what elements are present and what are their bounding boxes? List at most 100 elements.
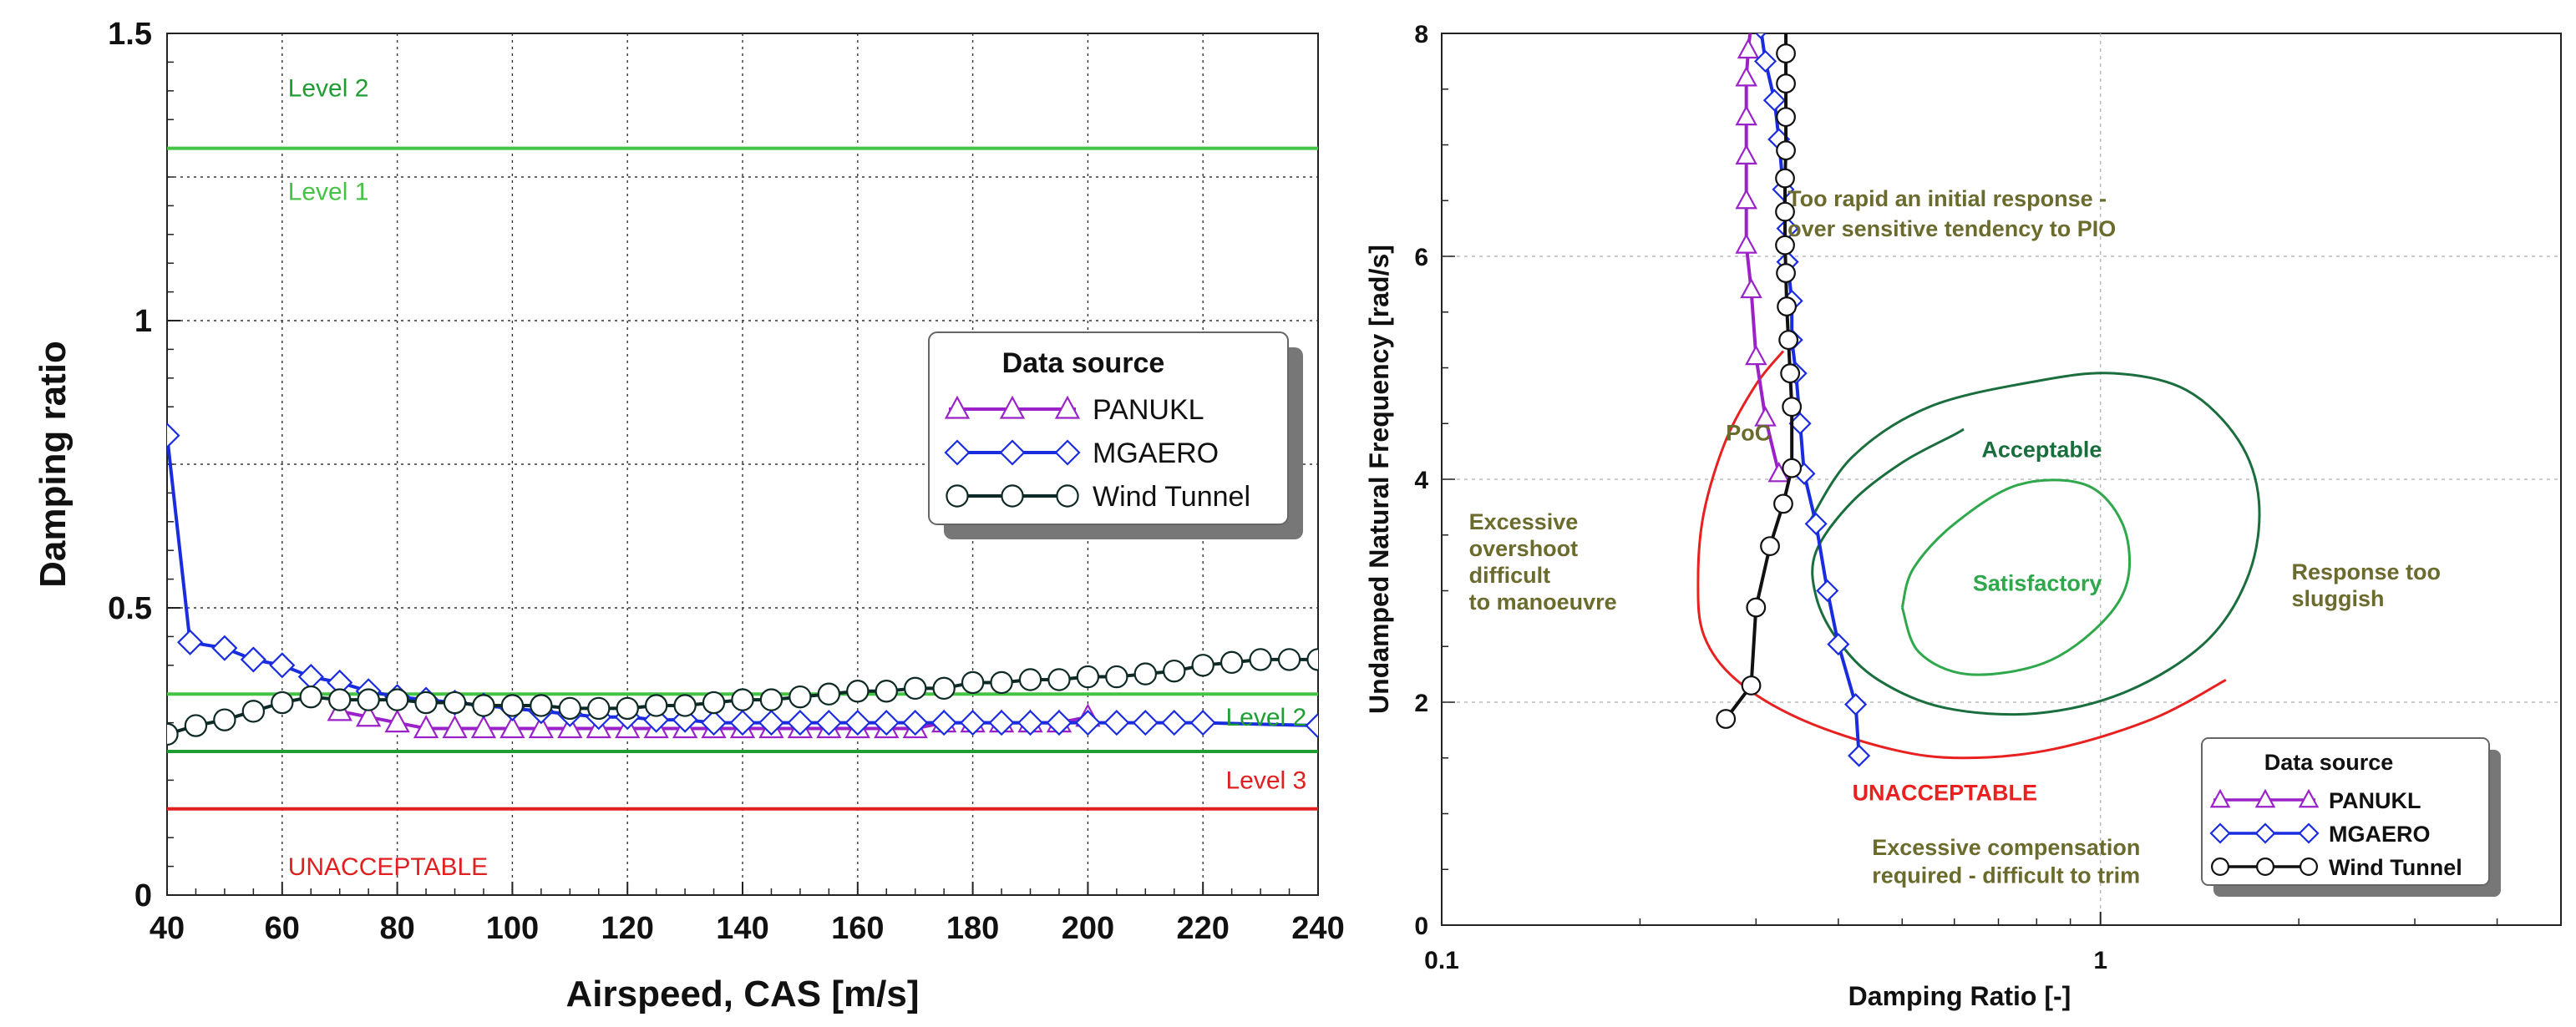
x-tick-label: 1 [2093, 947, 2107, 974]
circle-marker [530, 694, 553, 717]
circle-marker [644, 694, 668, 717]
circle-marker [875, 680, 898, 703]
triangle-marker [528, 715, 554, 739]
x-axis-title: Airspeed, CAS [m/s] [566, 974, 920, 1014]
x-tick-label: 0.1 [1424, 947, 1459, 974]
x-tick-label: 100 [486, 911, 539, 946]
circle-marker [1782, 397, 1803, 417]
diamond-marker [758, 710, 785, 736]
triangle-marker [384, 709, 410, 733]
triangle-marker [999, 395, 1026, 419]
diamond-marker [931, 710, 957, 736]
triangle-marker [1742, 13, 1761, 30]
circle-marker [213, 708, 236, 731]
triangle-marker [1735, 66, 1757, 87]
x-tick-label: 140 [716, 911, 768, 946]
frequency-vs-damping-chart: Too rapid an initial response - over sens… [1364, 13, 2562, 1011]
circle-marker [414, 691, 438, 715]
circle-marker [1776, 73, 1796, 94]
legend-label: Wind Tunnel [2329, 855, 2462, 880]
diamond-marker [787, 710, 814, 736]
level-label: Level 3 [1225, 767, 1306, 795]
handling-boundary-curve [1807, 372, 2261, 716]
diamond-marker [844, 710, 871, 736]
circle-marker [1716, 709, 1737, 729]
triangle-marker [1735, 144, 1757, 164]
circle-marker [616, 696, 639, 721]
circle-marker [961, 670, 985, 695]
triangle-marker [1740, 277, 1762, 299]
circle-marker [472, 694, 495, 717]
diamond-marker [815, 710, 842, 736]
circle-marker [1249, 648, 1272, 671]
diamond-marker [1305, 712, 1318, 739]
region-label: Excessive compensation [1872, 835, 2140, 860]
x-tick-label: 120 [601, 911, 653, 946]
diamond-marker [1161, 710, 1188, 736]
circle-marker [1741, 675, 1762, 696]
y-tick-label: 6 [1414, 244, 1428, 271]
level-label: UNACCEPTABLE [288, 853, 489, 881]
plot-clip [1696, 13, 2261, 767]
handling-boundary-curve [1696, 350, 2227, 760]
circle-marker [1133, 662, 1158, 686]
x-tick-label: 200 [1062, 911, 1114, 946]
circle-marker [1775, 201, 1795, 222]
damping-vs-airspeed-chart: Level 2 Level 1 Level 2 Level 3 UNACCEPTABLE… [33, 17, 1345, 1014]
circle-marker [1746, 597, 1767, 618]
y-axis-title: Undamped Natural Frequency [rad/s] [1364, 245, 1394, 714]
diamond-marker [729, 710, 756, 736]
circle-marker [167, 722, 179, 746]
diamond-marker [240, 646, 266, 673]
triangle-marker [1737, 38, 1760, 59]
diamond-marker [2298, 822, 2320, 844]
circle-marker [1018, 668, 1042, 691]
legend-box [928, 331, 1289, 525]
region-label: Excessive [1469, 509, 1579, 534]
triangle-marker [1754, 406, 1777, 427]
circle-marker [2256, 857, 2275, 876]
circle-marker [1001, 484, 1024, 508]
y-tick-label: 0.5 [108, 591, 152, 626]
diamond-marker [700, 710, 728, 736]
diamond-marker [2209, 822, 2231, 844]
legend-label: MGAERO [1093, 438, 1219, 469]
level-label: Level 1 [288, 179, 369, 206]
circle-marker [2211, 857, 2230, 876]
circle-marker [357, 688, 380, 711]
circle-marker [299, 685, 322, 709]
region-label: Response too [2291, 559, 2441, 584]
y-tick-label: 0 [1414, 913, 1428, 940]
region-label: Too rapid an initial response - [1787, 186, 2107, 211]
diamond-marker [177, 629, 204, 655]
legend-label: PANUKL [1093, 394, 1204, 426]
x-tick-label: 80 [379, 911, 414, 946]
region-label: PoC [1726, 420, 1771, 445]
circle-marker [1163, 659, 1186, 683]
diamond-marker [211, 635, 238, 661]
diamond-marker [1132, 710, 1159, 736]
y-tick-label: 2 [1414, 690, 1428, 717]
triangle-marker [413, 715, 439, 739]
circle-marker [1778, 330, 1799, 351]
circle-marker [1760, 536, 1780, 556]
diamond-marker [2254, 822, 2276, 844]
diamond-marker [988, 710, 1015, 736]
y-tick-label: 1.5 [108, 17, 152, 52]
diamond-marker [1816, 579, 1839, 603]
circle-marker [1105, 665, 1128, 689]
circle-marker [1775, 235, 1795, 255]
circle-marker [500, 694, 525, 717]
x-tick-label: 220 [1176, 911, 1229, 946]
circle-marker [817, 682, 841, 706]
region-label: UNACCEPTABLE [1853, 780, 2038, 805]
level-label: Level 2 [288, 75, 369, 103]
circle-marker [1777, 296, 1797, 316]
circle-marker [1047, 668, 1071, 691]
circle-marker [587, 696, 611, 721]
diamond-marker [1848, 744, 1871, 767]
diamond-marker [1017, 710, 1044, 736]
diamond-marker [1046, 710, 1072, 736]
diamond-marker [1074, 710, 1101, 736]
